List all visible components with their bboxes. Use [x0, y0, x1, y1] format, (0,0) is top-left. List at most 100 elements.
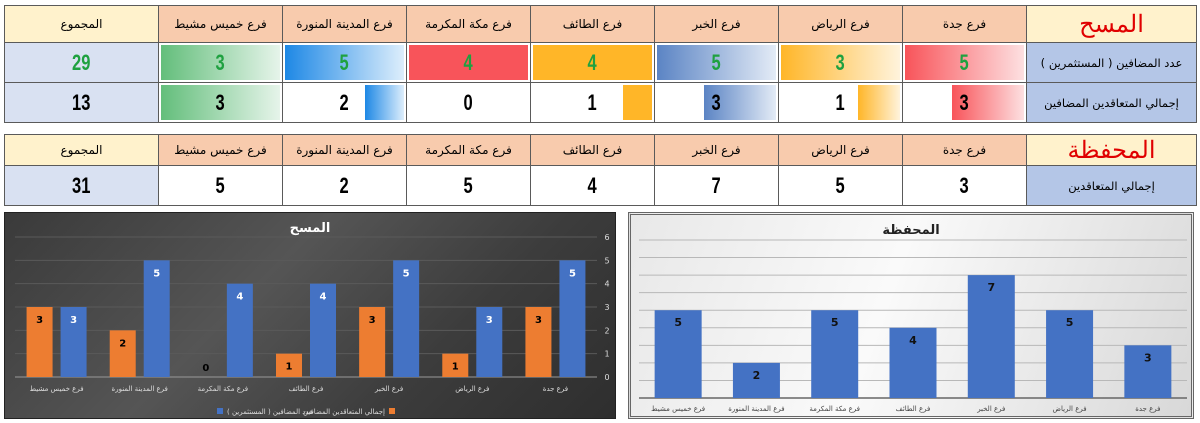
bar[interactable]	[1124, 345, 1172, 398]
cell-madinah-investors: 5	[282, 42, 407, 83]
cell-khamis-contractors: 3	[158, 82, 283, 123]
row-label-contractors-added: إجمالي المتعاقدين المضافين	[1026, 82, 1197, 123]
bar[interactable]	[732, 362, 780, 398]
bar[interactable]	[525, 307, 552, 377]
data-bar	[905, 45, 1024, 80]
header-total: المجموع	[4, 5, 159, 43]
cell-riyadh-investors: 3	[778, 42, 903, 83]
bar-value-label: 7	[987, 281, 995, 294]
bar-value-label: 3	[535, 315, 542, 326]
bar[interactable]	[310, 283, 336, 377]
y-tick-label: 5	[604, 256, 609, 265]
y-tick-label: 1	[604, 350, 609, 359]
table-row-contractors-added: 13 3 2 0 1 3 1 3 إجمالي المتعاقدين المضا…	[4, 82, 1197, 123]
data-bar	[533, 45, 652, 80]
cell-taif: 4	[530, 165, 655, 206]
x-category-label: فرع الطائف	[896, 405, 931, 413]
cell-khobar: 7	[654, 165, 779, 206]
data-bar	[623, 85, 652, 120]
cell-jeddah: 3	[902, 165, 1027, 206]
survey-chart-title: المسح	[289, 221, 331, 236]
bar[interactable]	[109, 330, 136, 377]
header-khamis-mushait: فرع خميس مشيط	[158, 134, 283, 166]
cell-riyadh: 5	[778, 165, 903, 206]
x-category-label: فرع مكة المكرمة	[198, 385, 249, 393]
bar[interactable]	[276, 353, 302, 377]
data-bar	[952, 85, 1024, 120]
cell-makkah-contractors: 0	[406, 82, 531, 123]
portfolio-table: المجموع فرع خميس مشيط فرع المدينة المنور…	[4, 134, 1197, 206]
bar-value-label: 5	[153, 268, 160, 279]
x-category-label: فرع جدة	[543, 385, 568, 393]
bar-value-label: 3	[70, 315, 77, 326]
bar[interactable]	[889, 327, 937, 398]
data-bar	[657, 45, 776, 80]
table-row-contractors-total: 31 5 2 5 4 7 5 3 إجمالي المتعاقدين	[4, 165, 1197, 206]
bar-value-label: 5	[403, 268, 410, 279]
bar[interactable]	[393, 260, 420, 377]
header-khobar: فرع الخبر	[654, 5, 779, 43]
bar-value-label: 5	[569, 268, 576, 279]
row-label-investors: عدد المضافين ( المستثمرين )	[1026, 42, 1197, 83]
header-makkah: فرع مكة المكرمة	[406, 5, 531, 43]
bar[interactable]	[60, 307, 87, 377]
cell-khobar-investors: 5	[654, 42, 779, 83]
header-riyadh: فرع الرياض	[778, 5, 903, 43]
x-category-label: فرع جدة	[1135, 405, 1160, 413]
bar[interactable]	[226, 283, 253, 377]
bar-value-label: 2	[119, 338, 126, 349]
y-tick-label: 3	[604, 303, 609, 312]
x-category-label: فرع مكة المكرمة	[809, 405, 860, 413]
bar-value-label: 5	[831, 316, 839, 329]
bar[interactable]	[559, 260, 586, 377]
cell-taif-contractors: 1	[530, 82, 655, 123]
portfolio-chart-title: المحفظة	[882, 223, 940, 238]
table-row-investors: 29 3 5 4 4 5 3 5 عدد المضافين ( المستثمر…	[4, 42, 1197, 83]
bar[interactable]	[442, 353, 469, 377]
bar[interactable]	[811, 310, 859, 398]
x-category-label: فرع خميس مشيط	[30, 385, 84, 393]
total-contractors: 31	[4, 165, 159, 206]
bar-value-label: 4	[236, 292, 243, 303]
legend-label: إجمالي المتعاقدين المضافين	[303, 408, 385, 416]
cell-madinah: 2	[282, 165, 407, 206]
bar[interactable]	[476, 307, 503, 377]
bar[interactable]	[1046, 310, 1094, 398]
portfolio-chart[interactable]: المحفظة 5 فرع خميس مشيط 2 فرع المدينة المنو…	[628, 212, 1194, 419]
x-category-label: فرع الطائف	[289, 385, 324, 393]
y-tick-label: 2	[604, 326, 609, 335]
bar[interactable]	[967, 275, 1015, 398]
legend-label: عدد المضافين ( المستثمرين )	[227, 408, 313, 416]
data-bar	[781, 45, 900, 80]
data-bar	[409, 45, 528, 80]
data-bar	[857, 85, 900, 120]
bar-value-label: 3	[1144, 351, 1152, 364]
cell-khamis: 5	[158, 165, 283, 206]
y-tick-label: 0	[604, 373, 609, 382]
bar[interactable]	[654, 310, 702, 398]
header-jeddah: فرع جدة	[902, 5, 1027, 43]
data-bar	[285, 45, 404, 80]
survey-chart-plot: 0 1 2 3 4 5 6 3 3 فرع خميس مشيط 2 5 فرع المدينة المن…	[15, 233, 610, 416]
bar-value-label: 1	[452, 362, 459, 373]
survey-chart[interactable]: المسح 0 1 2 3 4 5 6 3 3 فرع خميس مشيط 2 5 فرع المدين…	[4, 212, 616, 419]
data-bar	[161, 85, 280, 120]
bar-value-label: 2	[753, 369, 761, 382]
header-madinah: فرع المدينة المنورة	[282, 134, 407, 166]
bar-value-label: 5	[674, 316, 682, 329]
header-khamis-mushait: فرع خميس مشيط	[158, 5, 283, 43]
bar[interactable]	[359, 307, 386, 377]
data-bar	[365, 85, 404, 120]
header-makkah: فرع مكة المكرمة	[406, 134, 531, 166]
legend-swatch-blue	[217, 408, 223, 414]
bar[interactable]	[143, 260, 170, 377]
cell-makkah: 5	[406, 165, 531, 206]
cell-madinah-contractors: 2	[282, 82, 407, 123]
header-riyadh: فرع الرياض	[778, 134, 903, 166]
survey-table: المجموع فرع خميس مشيط فرع المدينة المنور…	[4, 5, 1197, 123]
legend-swatch-orange	[389, 408, 395, 414]
header-madinah: فرع المدينة المنورة	[282, 5, 407, 43]
header-khobar: فرع الخبر	[654, 134, 779, 166]
x-category-label: فرع الرياض	[1053, 405, 1087, 413]
bar[interactable]	[26, 307, 53, 377]
